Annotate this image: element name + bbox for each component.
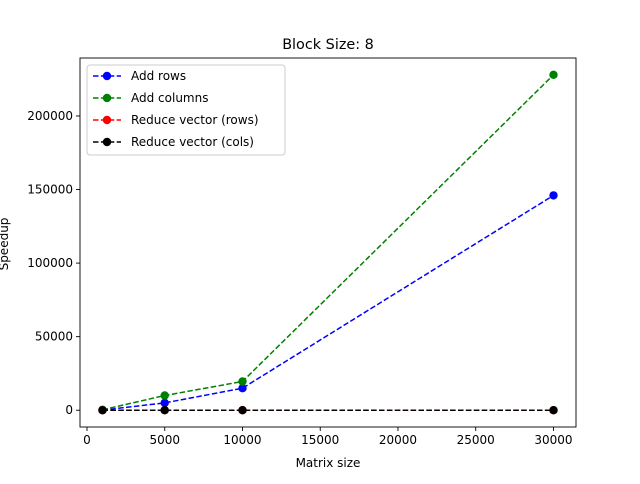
data-point-3-0 [98,406,107,415]
x-tick-label-1: 5000 [149,433,180,447]
y-tick-label-3: 150000 [27,183,73,197]
data-point-3-1 [160,406,169,415]
chart-title: Block Size: 8 [282,37,374,53]
y-axis-label: Speedup [0,218,11,271]
y-tick-label-1: 50000 [35,330,73,344]
legend-marker-2 [102,115,112,125]
legend: Add rows Add columns Reduce vector (rows) R… [86,64,286,156]
series-line-0 [102,194,554,411]
x-tick-label-4: 20000 [379,433,417,447]
x-tick-label-0: 0 [83,433,91,447]
x-tick-label-3: 15000 [301,433,339,447]
x-axis-label: Matrix size [296,456,361,470]
data-point-3-3 [549,406,558,415]
data-point-0-2 [238,384,247,393]
y-tick-label-4: 200000 [27,109,73,123]
data-point-1-1 [160,391,169,400]
legend-marker-3 [102,137,112,147]
legend-label-3: Reduce vector (cols) [131,135,254,149]
y-tick-label-0: 0 [65,403,73,417]
legend-marker-1 [102,93,112,103]
data-point-0-3 [549,191,558,200]
data-point-1-3 [549,70,558,80]
data-point-3-2 [238,406,247,415]
data-point-0-1 [160,398,169,408]
legend-box [86,64,286,156]
legend-label-0: Add rows [131,69,186,83]
legend-label-1: Add columns [131,91,208,105]
axes-layer: 0 5000 10000 15000 20000 25000 30000 0 50000 1000… [27,57,577,447]
legend-label-2: Reduce vector (rows) [131,113,259,127]
series-line-1 [102,74,555,411]
x-tick-label-2: 10000 [223,433,261,447]
legend-marker-0 [102,71,112,81]
plot-layer [98,70,558,415]
x-tick-label-5: 25000 [457,433,495,447]
data-point-1-2 [238,377,247,386]
y-tick-label-2: 100000 [27,256,73,270]
axes-frame [79,57,577,428]
x-tick-label-6: 30000 [534,433,572,447]
